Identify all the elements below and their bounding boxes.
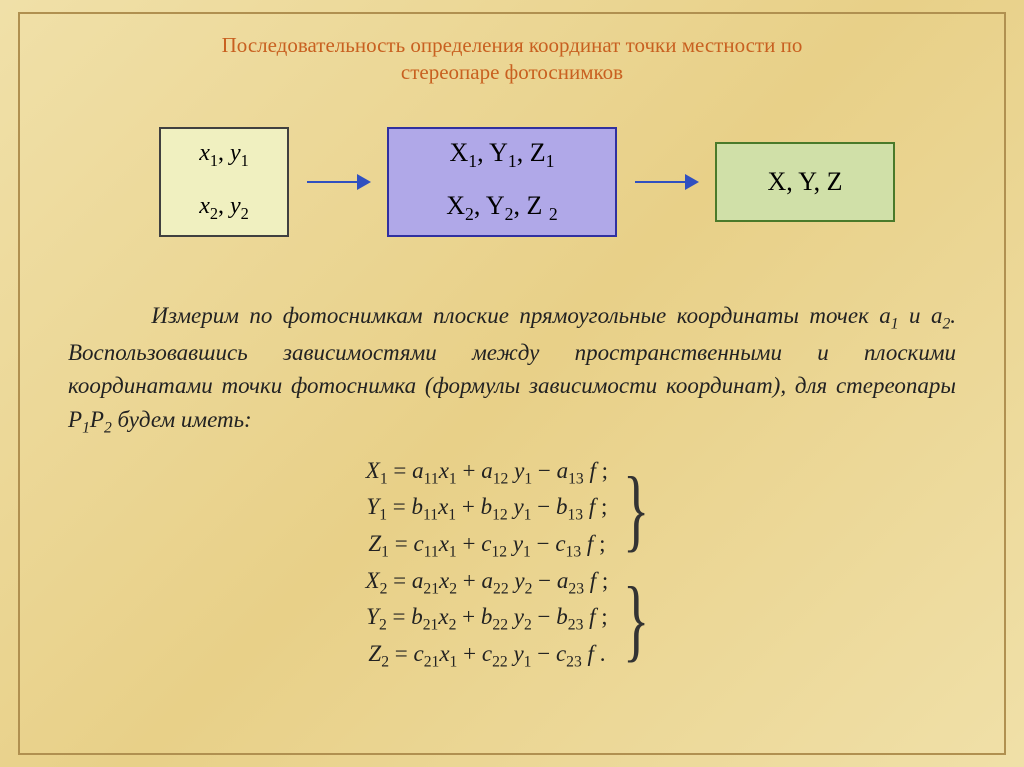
box1-row2: x2, y2 (199, 193, 249, 224)
brace-icon: } (623, 468, 650, 551)
formula-group-2: X2 = a21x2 + a22 y2 − a23 f ; Y2 = b21x2 … (366, 568, 659, 672)
formula-line: Y1 = b11x1 + b12 y1 − b13 f ; (366, 494, 607, 525)
flow-diagram: x1, y1 x2, y2 X1, Y1, Z1 X2, Y2, Z 2 X, … (60, 127, 964, 237)
flow-box-2: X1, Y1, Z1 X2, Y2, Z 2 (387, 127, 617, 237)
formula-block: X1 = a11x1 + a12 y1 − a13 f ; Y1 = b11x1 … (60, 458, 964, 672)
title-line1: Последовательность определения координат… (60, 32, 964, 59)
formula-line: Z2 = c21x1 + c22 y1 − c23 f . (368, 641, 605, 672)
formula-column-1: X1 = a11x1 + a12 y1 − a13 f ; Y1 = b11x1 … (366, 458, 608, 562)
arrow-icon (307, 181, 369, 183)
formula-line: X2 = a21x2 + a22 y2 − a23 f ; (366, 568, 609, 599)
formula-line: X1 = a11x1 + a12 y1 − a13 f ; (366, 458, 608, 489)
formula-line: Z1 = c11x1 + c12 y1 − c13 f ; (368, 531, 605, 562)
slide-frame: Последовательность определения координат… (18, 12, 1006, 755)
box3-row1: X, Y, Z (767, 167, 842, 197)
box2-row2: X2, Y2, Z 2 (446, 191, 558, 225)
flow-box-3: X, Y, Z (715, 142, 895, 222)
formula-line: Y2 = b21x2 + b22 y2 − b23 f ; (366, 604, 608, 635)
slide-title: Последовательность определения координат… (60, 32, 964, 87)
brace-icon: } (623, 578, 650, 661)
arrow-icon (635, 181, 697, 183)
flow-box-1: x1, y1 x2, y2 (159, 127, 289, 237)
paragraph-text: Измерим по фотоснимкам плоские прямоугол… (60, 299, 964, 440)
formula-group-1: X1 = a11x1 + a12 y1 − a13 f ; Y1 = b11x1 … (366, 458, 658, 562)
box2-row1: X1, Y1, Z1 (449, 138, 554, 172)
formula-column-2: X2 = a21x2 + a22 y2 − a23 f ; Y2 = b21x2 … (366, 568, 609, 672)
box1-row1: x1, y1 (199, 140, 249, 171)
title-line2: стереопаре фотоснимков (60, 59, 964, 86)
